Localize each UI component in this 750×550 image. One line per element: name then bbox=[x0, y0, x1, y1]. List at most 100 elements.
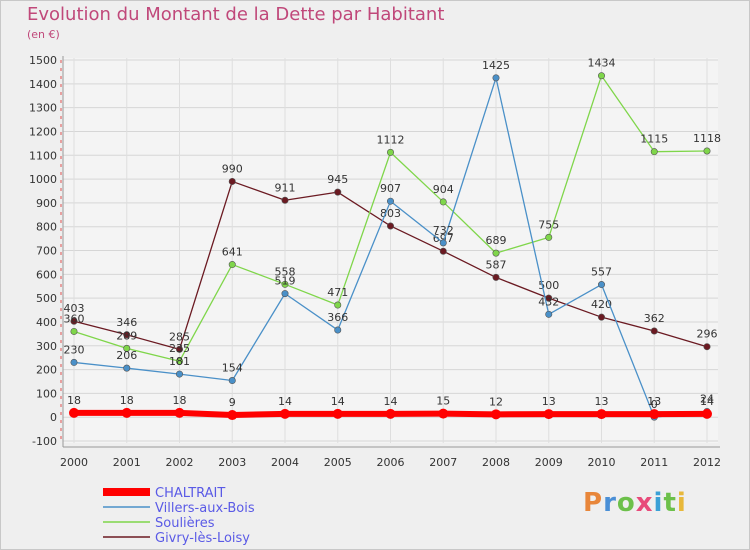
data-label: 181 bbox=[169, 355, 190, 368]
data-point bbox=[596, 409, 607, 420]
data-point bbox=[334, 188, 342, 196]
data-point bbox=[385, 408, 396, 419]
x-tick-label: 2010 bbox=[588, 456, 616, 469]
y-tick-label: 0 bbox=[50, 411, 57, 424]
data-label: 154 bbox=[222, 362, 243, 375]
data-point bbox=[228, 177, 236, 185]
logo-letter: r bbox=[603, 488, 617, 518]
data-point bbox=[439, 198, 447, 206]
y-tick-label: 700 bbox=[36, 245, 57, 258]
chart-subtitle: (en €) bbox=[27, 28, 60, 41]
logo-letter: o bbox=[616, 488, 636, 518]
data-point bbox=[597, 72, 605, 80]
data-label: 911 bbox=[275, 181, 296, 194]
y-tick-label: 200 bbox=[36, 364, 57, 377]
legend-label: CHALTRAIT bbox=[155, 486, 225, 501]
x-tick-label: 2009 bbox=[535, 456, 563, 469]
data-label: 360 bbox=[64, 312, 85, 325]
data-label: 945 bbox=[327, 173, 348, 186]
data-label: 366 bbox=[327, 311, 348, 324]
data-label: 1434 bbox=[588, 57, 616, 70]
data-label: 13 bbox=[595, 395, 609, 408]
legend-label: Soulières bbox=[155, 516, 215, 531]
y-tick-label: 1000 bbox=[29, 173, 57, 186]
legend-label: Givry-lès-Loisy bbox=[155, 531, 250, 546]
data-point bbox=[227, 410, 238, 421]
data-label: 18 bbox=[173, 394, 187, 407]
data-label: 803 bbox=[380, 207, 401, 220]
data-label: 1115 bbox=[640, 133, 668, 146]
x-tick-label: 2003 bbox=[218, 456, 246, 469]
y-tick-label: 900 bbox=[36, 197, 57, 210]
data-label: 755 bbox=[538, 218, 559, 231]
data-point bbox=[280, 408, 290, 419]
data-label: 0 bbox=[651, 398, 658, 411]
y-tick-label: 400 bbox=[36, 316, 57, 329]
legend-label: Villers-aux-Bois bbox=[155, 501, 255, 516]
data-label: 14 bbox=[700, 395, 714, 408]
data-label: 14 bbox=[384, 395, 398, 408]
data-point bbox=[176, 357, 184, 365]
data-point bbox=[123, 331, 131, 339]
x-tick-label: 2004 bbox=[271, 456, 299, 469]
data-point bbox=[438, 408, 449, 419]
data-point bbox=[439, 247, 447, 255]
y-tick-label: 1200 bbox=[29, 125, 57, 138]
x-tick-label: 2008 bbox=[482, 456, 510, 469]
data-point bbox=[597, 313, 605, 321]
data-point bbox=[702, 408, 712, 419]
data-label: 420 bbox=[591, 298, 612, 311]
data-label: 12 bbox=[489, 395, 503, 408]
data-label: 1118 bbox=[693, 132, 721, 145]
data-label: 904 bbox=[433, 183, 454, 196]
data-point bbox=[332, 408, 343, 419]
data-point bbox=[649, 409, 660, 420]
data-point bbox=[70, 358, 78, 366]
data-point bbox=[439, 239, 447, 247]
data-point bbox=[176, 345, 184, 353]
data-label: 285 bbox=[169, 330, 190, 343]
logo-letter: i bbox=[653, 488, 664, 518]
data-point bbox=[228, 377, 236, 385]
data-label: 990 bbox=[222, 162, 243, 175]
data-point bbox=[176, 370, 184, 378]
data-point bbox=[69, 407, 79, 418]
data-point bbox=[597, 281, 605, 289]
data-label: 362 bbox=[644, 312, 665, 325]
data-label: 206 bbox=[116, 349, 137, 362]
data-point bbox=[228, 261, 236, 269]
y-tick-label: 600 bbox=[36, 268, 57, 281]
data-label: 587 bbox=[486, 258, 507, 271]
y-tick-label: 1100 bbox=[29, 149, 57, 162]
data-point bbox=[121, 407, 132, 418]
data-point bbox=[70, 327, 78, 335]
data-point bbox=[386, 197, 394, 205]
data-label: 14 bbox=[278, 395, 292, 408]
data-label: 13 bbox=[542, 395, 556, 408]
data-label: 18 bbox=[67, 394, 81, 407]
data-label: 346 bbox=[116, 316, 137, 329]
data-label: 432 bbox=[538, 295, 559, 308]
data-label: 471 bbox=[327, 286, 348, 299]
y-tick-label: 500 bbox=[36, 292, 57, 305]
data-label: 235 bbox=[169, 342, 190, 355]
x-tick-label: 2000 bbox=[60, 456, 88, 469]
data-label: 697 bbox=[433, 232, 454, 245]
data-point bbox=[281, 290, 289, 298]
data-label: 403 bbox=[64, 302, 85, 315]
data-point bbox=[491, 409, 501, 420]
x-tick-label: 2005 bbox=[324, 456, 352, 469]
data-point bbox=[492, 273, 500, 281]
data-point bbox=[334, 301, 342, 309]
data-point bbox=[386, 148, 394, 156]
x-tick-label: 2011 bbox=[640, 456, 668, 469]
data-point bbox=[70, 317, 78, 325]
x-tick-label: 2007 bbox=[429, 456, 457, 469]
data-label: 24 bbox=[700, 392, 714, 405]
data-label: 732 bbox=[433, 224, 454, 237]
data-label: 9 bbox=[229, 396, 236, 409]
data-point bbox=[650, 327, 658, 335]
data-label: 289 bbox=[116, 329, 137, 342]
data-point bbox=[545, 310, 553, 318]
